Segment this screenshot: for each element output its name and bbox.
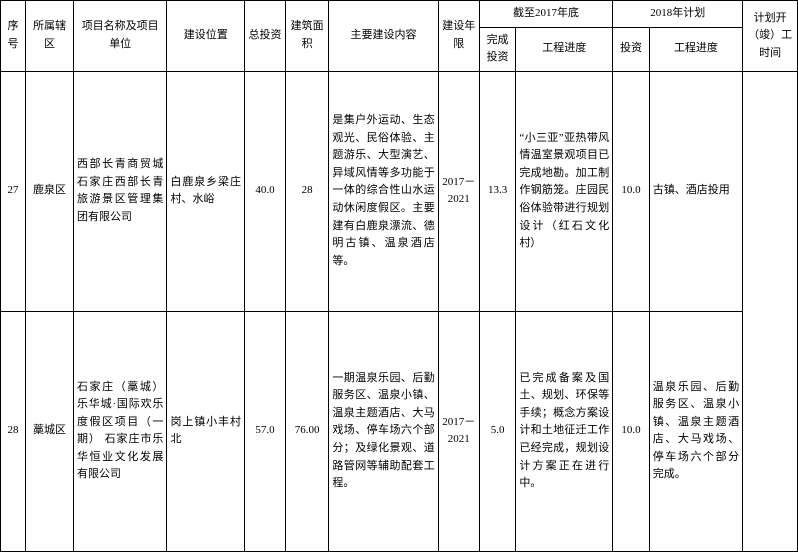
cell-period: 2017－2021	[438, 311, 479, 551]
header-district: 所属辖区	[26, 1, 74, 72]
header-invest-2018: 投资	[613, 27, 649, 71]
cell-content: 是集户外运动、生态观光、民俗体验、主题游乐、大型演艺、异域风情等多功能于一体的综…	[329, 71, 438, 311]
cell-build-area: 76.00	[286, 311, 329, 551]
header-seq: 序号	[1, 1, 26, 72]
header-total-invest: 总投资	[244, 1, 285, 72]
cell-district: 鹿泉区	[26, 71, 74, 311]
cell-location: 白鹿泉乡梁庄村、水峪	[167, 71, 245, 311]
cell-total-invest: 57.0	[244, 311, 285, 551]
header-build-area: 建筑面积	[286, 1, 329, 72]
header-done-invest: 完成投资	[479, 27, 515, 71]
cell-build-area: 28	[286, 71, 329, 311]
table-header: 序号 所属辖区 项目名称及项目单位 建设位置 总投资 建筑面积 主要建设内容 建…	[1, 1, 798, 72]
cell-progress-2017: “小三亚”亚热带风情温室景观项目已完成地勘。加工制作钢筋笼。庄园民俗体验带进行规…	[516, 71, 613, 311]
cell-project: 西部长青商贸城 石家庄西部长青旅游景区管理集团有限公司	[73, 71, 166, 311]
cell-seq: 28	[1, 311, 26, 551]
header-plan2018: 2018年计划	[613, 1, 743, 28]
cell-progress-2018: 古镇、酒店投用	[649, 71, 742, 311]
cell-project: 石家庄（藁城）乐华城·国际欢乐度假区项目（一期） 石家庄市乐华恒业文化发展有限公…	[73, 311, 166, 551]
cell-done-invest: 13.3	[479, 71, 515, 311]
project-table: 序号 所属辖区 项目名称及项目单位 建设位置 总投资 建筑面积 主要建设内容 建…	[0, 0, 798, 552]
cell-progress-2018: 温泉乐园、后勤服务区、温泉小镇、温泉主题酒店、大马戏场、停车场六个部分完成。	[649, 311, 742, 551]
table-body: 27 鹿泉区 西部长青商贸城 石家庄西部长青旅游景区管理集团有限公司 白鹿泉乡梁…	[1, 71, 798, 551]
cell-done-invest: 5.0	[479, 311, 515, 551]
header-content: 主要建设内容	[329, 1, 438, 72]
header-location: 建设位置	[167, 1, 245, 72]
cell-plan-time	[743, 71, 798, 551]
header-by2017: 截至2017年底	[479, 1, 612, 28]
cell-progress-2017: 已完成备案及国土、规划、环保等手续；概念方案设计和土地征迁工作已经完成，规划设计…	[516, 311, 613, 551]
header-plan-time: 计划开（竣）工时间	[743, 1, 798, 72]
cell-invest-2018: 10.0	[613, 71, 649, 311]
cell-invest-2018: 10.0	[613, 311, 649, 551]
table-row: 28 藁城区 石家庄（藁城）乐华城·国际欢乐度假区项目（一期） 石家庄市乐华恒业…	[1, 311, 798, 551]
cell-seq: 27	[1, 71, 26, 311]
header-period: 建设年限	[438, 1, 479, 72]
cell-location: 岗上镇小丰村北	[167, 311, 245, 551]
cell-district: 藁城区	[26, 311, 74, 551]
cell-period: 2017－2021	[438, 71, 479, 311]
header-progress-2018: 工程进度	[649, 27, 742, 71]
cell-content: 一期温泉乐园、后勤服务区、温泉小镇、温泉主题酒店、大马戏场、停车场六个部分；及绿…	[329, 311, 438, 551]
cell-total-invest: 40.0	[244, 71, 285, 311]
table-row: 27 鹿泉区 西部长青商贸城 石家庄西部长青旅游景区管理集团有限公司 白鹿泉乡梁…	[1, 71, 798, 311]
header-project: 项目名称及项目单位	[73, 1, 166, 72]
header-progress-2017: 工程进度	[516, 27, 613, 71]
